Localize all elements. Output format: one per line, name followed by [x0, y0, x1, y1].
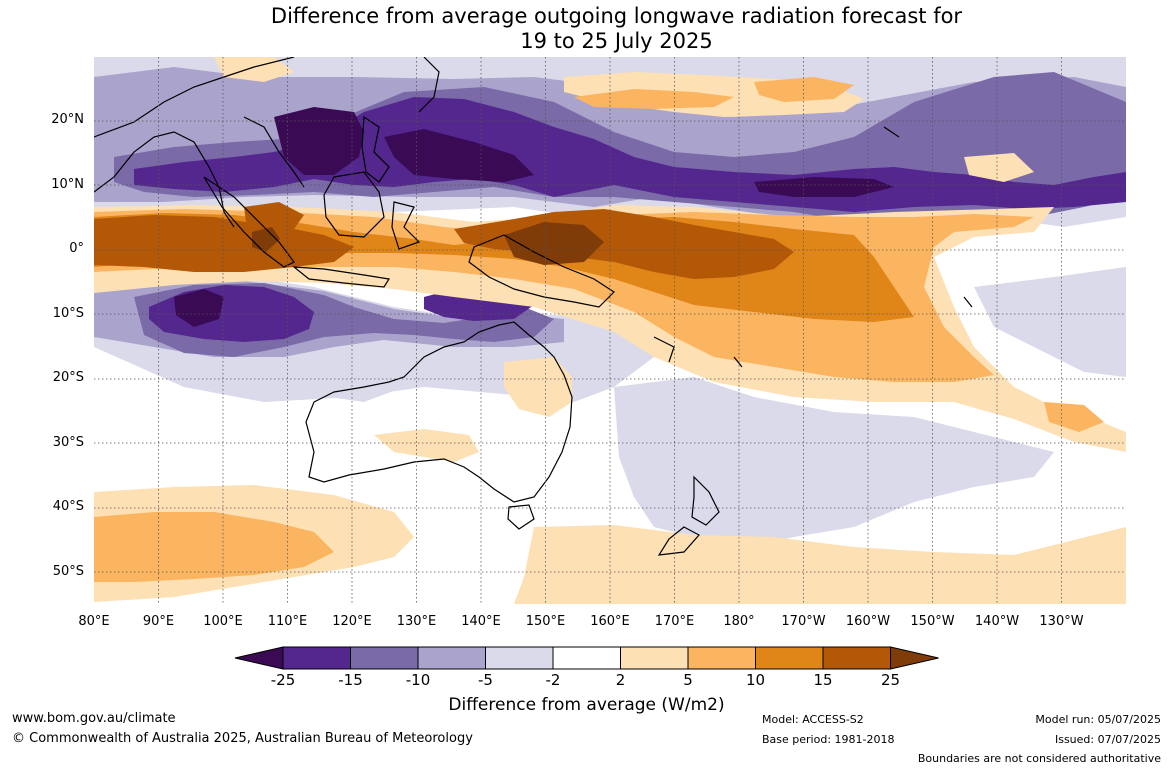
coastlines [94, 57, 973, 556]
lon-label-110e: 110°E [267, 614, 308, 629]
colorbar-cell [620, 646, 689, 670]
colorbar-cell [552, 646, 621, 670]
sulawesi-coastline [391, 201, 421, 250]
model-run-text: Model run: 05/07/2025 [1035, 713, 1161, 726]
colorbar-tick-15: 15 [813, 671, 833, 689]
colorbar-tick-5: 5 [683, 671, 693, 689]
model-text: Model: ACCESS-S2 [762, 713, 864, 726]
lon-label-100e: 100°E [203, 614, 243, 629]
colorbar-cell [485, 646, 554, 670]
colorbar-cells [234, 646, 939, 670]
colorbar-tick-minus25: -25 [270, 671, 296, 689]
pacific-islands-coastline [653, 126, 973, 368]
colorbar-cell [350, 646, 419, 670]
java-coastline [292, 266, 390, 288]
lon-label-150e: 150°E [525, 614, 566, 629]
lon-label-180: 180° [723, 614, 755, 629]
lon-label-170e: 170°E [654, 614, 695, 629]
lon-label-160e: 160°E [590, 614, 630, 629]
lat-label-20s: 20°S [52, 370, 84, 385]
lat-label-10s: 10°S [52, 306, 84, 321]
lon-label-130e: 130°E [396, 614, 437, 629]
issued-text: Issued: 07/07/2025 [1054, 733, 1161, 746]
australia-coastline [305, 321, 573, 503]
colorbar-cell [417, 646, 486, 670]
colorbar-tick-2: 2 [615, 671, 626, 689]
lon-label-160w: 160°W [845, 614, 891, 629]
lon-label-130w: 130°W [1039, 614, 1084, 629]
new-zealand-coastline [657, 475, 720, 556]
lat-label-50s: 50°S [52, 564, 84, 579]
borneo-coastline [323, 171, 385, 238]
colorbar-cell [687, 646, 756, 670]
colorbar-label: Difference from average (W/m2) [448, 695, 725, 715]
colorbar-tick-25: 25 [880, 671, 901, 689]
colorbar-tick-10: 10 [745, 671, 766, 689]
colorbar-cell [282, 646, 351, 670]
lon-label-120e: 120°E [332, 614, 372, 629]
colorbar-arrow-high [890, 646, 939, 670]
colorbar-tick-minus10: -10 [405, 671, 431, 689]
asia-mainland-coastline [94, 57, 305, 228]
website-link[interactable]: www.bom.gov.au/climate [12, 711, 176, 726]
title-line-2: 19 to 25 July 2025 [520, 29, 713, 53]
japan-coastline [418, 57, 440, 113]
anomaly-darkest-purple [174, 107, 894, 327]
lat-label-10n: 10°N [51, 177, 84, 192]
philippines-coastline [361, 115, 390, 183]
sumatra-coastline [203, 176, 295, 268]
lat-label-20n: 20°N [51, 112, 84, 127]
colorbar-arrow-low [234, 646, 284, 670]
new-guinea-coastline [468, 234, 615, 308]
tasmania-coastline [507, 504, 535, 530]
colorbar-tick-minus5: -5 [478, 671, 493, 689]
base-period-text: Base period: 1981-2018 [762, 733, 895, 746]
lon-label-140e: 140°E [461, 614, 501, 629]
lon-label-170w: 170°W [781, 614, 826, 629]
lat-label-0: 0° [69, 241, 84, 256]
map-title: Difference from average outgoing longwav… [0, 4, 1173, 54]
olr-anomaly-map [94, 57, 1126, 604]
disclaimer-text: Boundaries are not considered authoritat… [917, 752, 1161, 765]
lon-label-150w: 150°W [910, 614, 955, 629]
colorbar-cell [755, 646, 824, 670]
colorbar-tick-minus2: -2 [545, 671, 561, 689]
colorbar-cell [822, 646, 891, 670]
colorbar-tick-minus15: -15 [338, 671, 363, 689]
graticule [94, 57, 1126, 604]
lon-label-140w: 140°W [974, 614, 1020, 629]
colorbar [234, 646, 939, 670]
lon-label-80e: 80°E [78, 614, 110, 629]
anomaly-darkest-brown [252, 222, 604, 265]
copyright-text: © Commonwealth of Australia 2025, Austra… [12, 731, 473, 746]
title-line-1: Difference from average outgoing longwav… [270, 4, 963, 28]
lat-label-40s: 40°S [52, 499, 84, 514]
lon-label-90e: 90°E [142, 614, 175, 629]
lat-label-30s: 30°S [52, 435, 84, 450]
